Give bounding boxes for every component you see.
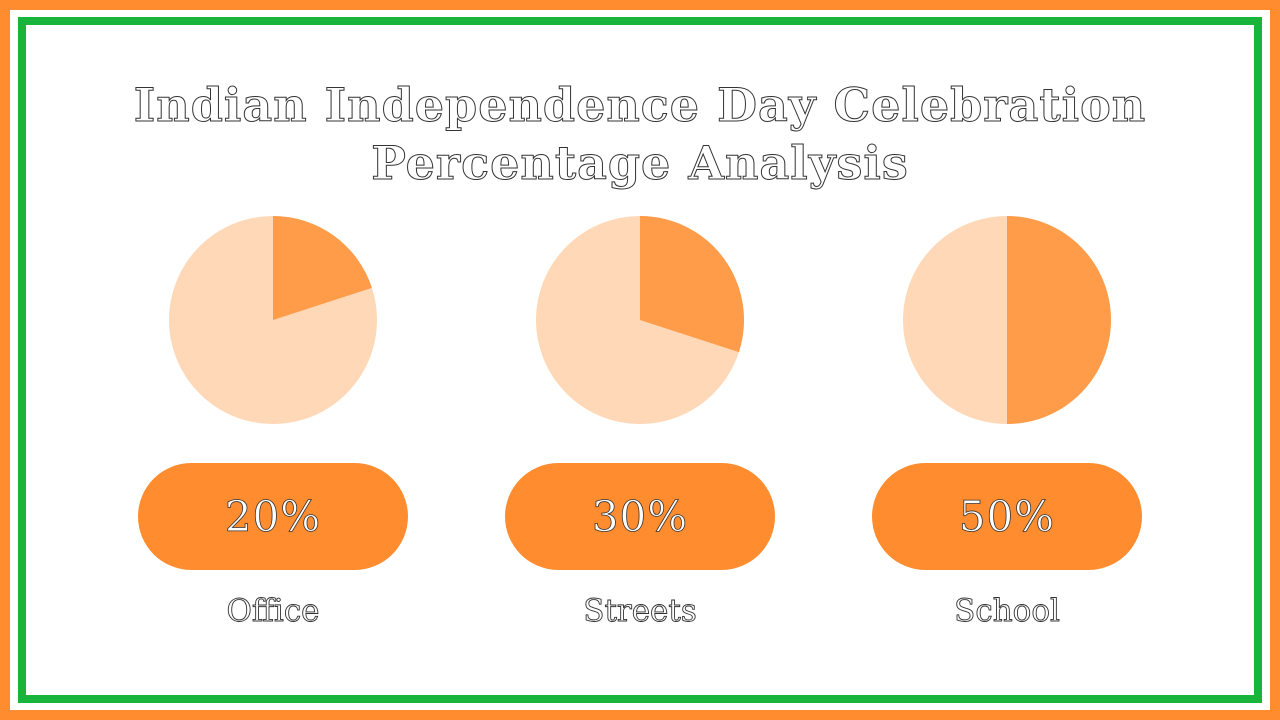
pie-chart-school xyxy=(903,216,1111,424)
pie-highlight-slice-streets xyxy=(640,216,745,353)
category-label-streets: Streets xyxy=(583,593,697,630)
pie-panel-streets: 30% Streets xyxy=(505,215,775,635)
pie-highlight-slice-school xyxy=(1007,216,1111,424)
pie-highlight-slice-office xyxy=(273,216,372,320)
inner-border xyxy=(18,17,1262,703)
percentage-label-school: 50% xyxy=(958,492,1056,542)
pie-panel-school: 50% School xyxy=(872,215,1142,635)
percentage-pill-office: 20% xyxy=(138,463,408,570)
percentage-pill-school: 50% xyxy=(872,463,1142,570)
category-label-school: School xyxy=(954,593,1061,630)
chart-title-line-2: Percentage Analysis xyxy=(371,136,909,191)
pie-chart-office xyxy=(169,216,377,424)
chart-title-line-1: Indian Independence Day Celebration xyxy=(133,78,1147,133)
percentage-pill-streets: 30% xyxy=(505,463,775,570)
pie-chart-streets xyxy=(536,216,745,424)
category-label-office: Office xyxy=(226,593,320,630)
chart-title: Indian Independence Day Celebration Perc… xyxy=(0,76,1280,192)
percentage-label-streets: 30% xyxy=(591,492,689,542)
pie-panel-office: 20% Office xyxy=(138,215,408,635)
percentage-label-office: 20% xyxy=(224,492,322,542)
